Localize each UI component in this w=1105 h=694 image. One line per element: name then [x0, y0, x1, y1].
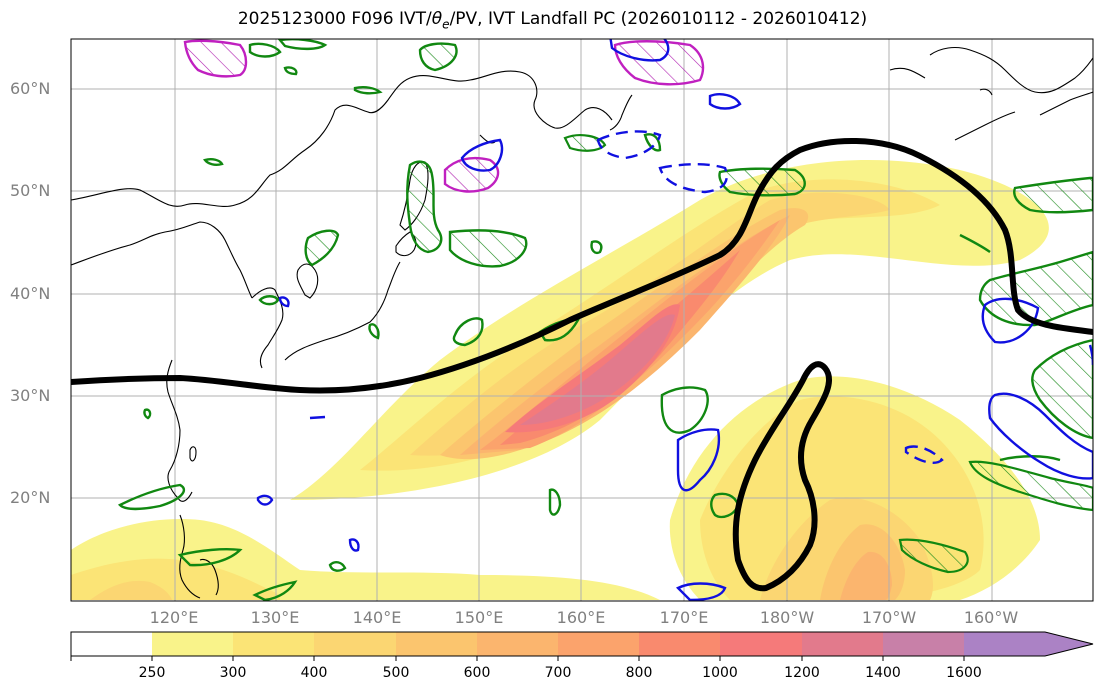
lon-label-120e: 120°E	[149, 608, 199, 627]
colorbar-extend-arrow	[964, 632, 1093, 656]
lat-label-20n: 20°N	[10, 488, 51, 507]
lon-label-180w: 180°W	[759, 608, 815, 627]
colorbar-label: 1600	[946, 665, 982, 681]
colorbar-bin	[558, 632, 639, 656]
colorbar-bin	[396, 632, 477, 656]
colorbar-label: 400	[300, 665, 328, 681]
colorbar-label: 600	[463, 665, 491, 681]
colorbar-label: 700	[544, 665, 572, 681]
lon-label-160e: 160°E	[556, 608, 606, 627]
colorbar-bin	[720, 632, 802, 656]
colorbar-bin	[639, 632, 720, 656]
lon-label-160w: 160°W	[963, 608, 1019, 627]
colorbar-label: 250	[138, 665, 166, 681]
lat-label-60n: 60°N	[10, 79, 51, 98]
colorbar-bin	[233, 632, 314, 656]
lat-label-40n: 40°N	[10, 284, 51, 303]
lon-label-150e: 150°E	[454, 608, 504, 627]
colorbar-bin	[883, 632, 964, 656]
lon-label-170w: 170°W	[861, 608, 917, 627]
colorbar-label: 300	[219, 665, 247, 681]
colorbar-label: 800	[625, 665, 653, 681]
pv-contours	[256, 39, 1093, 601]
colorbar-bin	[477, 632, 558, 656]
map-title: 2025123000 F096 IVT/θe/PV, IVT Landfall …	[237, 9, 868, 32]
map-panel	[71, 39, 1093, 601]
colorbar-bin	[314, 632, 396, 656]
colorbar-bin	[152, 632, 233, 656]
lat-label-50n: 50°N	[10, 181, 51, 200]
lat-label-30n: 30°N	[10, 386, 51, 405]
graticule	[71, 39, 1093, 601]
lon-label-130e: 130°E	[250, 608, 300, 627]
theta-e-contours	[117, 39, 1061, 601]
colorbar-bin	[802, 632, 883, 656]
colorbar-label: 1000	[702, 665, 738, 681]
lon-label-140e: 140°E	[352, 608, 402, 627]
colorbar-label: 1200	[784, 665, 820, 681]
map-frame	[70, 38, 1094, 602]
landfall-pc-contours	[71, 138, 1093, 592]
coastlines	[71, 46, 1093, 599]
colorbar	[70, 631, 1094, 661]
colorbar-label: 1400	[865, 665, 901, 681]
lon-label-170e: 170°E	[659, 608, 709, 627]
colorbar-bin	[71, 632, 152, 656]
colorbar-label: 500	[382, 665, 410, 681]
